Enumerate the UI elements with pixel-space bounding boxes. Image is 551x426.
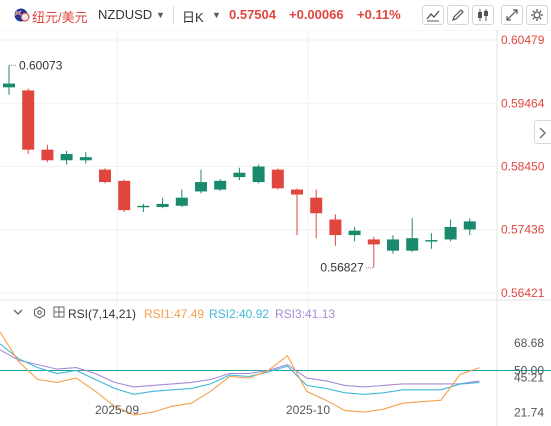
candle-down (367, 236, 380, 268)
side-panel-toggle[interactable] (534, 120, 551, 144)
candle-body (156, 203, 169, 208)
candle-body (406, 238, 419, 251)
candle-body (367, 239, 380, 245)
candle-body (329, 219, 342, 236)
candle-body (214, 180, 227, 190)
candle-down (22, 88, 35, 155)
candle-up (425, 233, 438, 249)
edit-button[interactable] (447, 5, 469, 25)
candle-body (444, 226, 457, 240)
indicator-settings-icon[interactable] (33, 306, 46, 322)
price-tick-label: 0.60479 (501, 33, 545, 47)
candle-body (252, 166, 265, 183)
nz-flag-icon (14, 8, 30, 22)
chart-header: 纽元/美元 NZDUSD ▼ 日K ▼ 0.57504 +0.00066 +0.… (0, 0, 551, 30)
rsi-tick-label: 50.00 (514, 364, 544, 378)
rsi-tick-label: 68.68 (514, 336, 544, 350)
symbol-selector[interactable]: NZDUSD (98, 7, 153, 22)
settings-icon (531, 9, 543, 21)
candle-type-icon (478, 9, 488, 21)
price-change-percent: +0.11% (357, 7, 401, 22)
candle-down (99, 168, 111, 184)
candle-up (175, 189, 188, 208)
edit-icon (452, 9, 464, 21)
candle-body (233, 172, 246, 178)
chevron-down-icon[interactable]: ▼ (156, 10, 165, 20)
candle-body (291, 189, 303, 195)
candle-up (195, 169, 207, 194)
candle-up (3, 65, 15, 95)
x-tick-label: 2025-10 (286, 403, 330, 417)
chevron-down-icon[interactable]: ▼ (212, 10, 221, 20)
indicator-name[interactable]: RSI(7,14,21) (68, 307, 137, 321)
rsi-tick-label: 21.74 (514, 406, 544, 420)
price-tick-label: 0.57436 (501, 223, 545, 237)
candle-body (60, 154, 73, 161)
candle-type-button[interactable] (472, 5, 494, 25)
candle-down (271, 168, 284, 190)
price-tick-label: 0.59464 (501, 96, 545, 110)
candle-up (233, 167, 246, 181)
price-tick-label: 0.56421 (501, 286, 545, 300)
last-price: 0.57504 (229, 7, 276, 22)
indicator-legend: RSI(7,14,21) RSI1:47.49 RSI2:40.92 RSI3:… (0, 305, 400, 323)
candle-up (214, 178, 227, 191)
candle-down (118, 179, 131, 213)
interval-selector[interactable]: 日K (182, 10, 204, 25)
rsi2-value: RSI2:40.92 (209, 307, 270, 321)
candle-body (22, 90, 35, 150)
drawing-tool-button[interactable] (422, 5, 444, 25)
collapse-icon[interactable] (12, 306, 24, 321)
divider (173, 6, 174, 24)
candle-body (41, 149, 54, 161)
candle-body (175, 197, 188, 206)
rsi-tick-label: 45.21 (514, 371, 544, 385)
candle-body (79, 157, 92, 161)
price-chart[interactable]: 0.60073 0.56827 0.60479 0.59464 0.58450 0.57… (0, 30, 551, 426)
candle-body (3, 83, 15, 88)
rsi1-line (0, 331, 480, 416)
candle-down (291, 188, 303, 236)
candle-up (79, 152, 92, 164)
chevron-right-icon (539, 127, 547, 139)
candle-body (271, 169, 284, 189)
candle-down (329, 214, 342, 246)
price-change: +0.00066 (289, 7, 344, 22)
candle-down (41, 144, 54, 163)
fullscreen-icon (506, 9, 518, 21)
candle-body (348, 230, 361, 236)
candle-body (310, 197, 323, 214)
candle-body (387, 239, 399, 251)
rsi3-line (0, 349, 480, 388)
candle-body (463, 221, 476, 230)
rsi2-line (0, 343, 480, 395)
fullscreen-button[interactable] (501, 5, 523, 25)
high-annotation: 0.60073 (19, 58, 63, 72)
candle-up (137, 203, 150, 213)
candle-up (156, 197, 169, 209)
pair-name[interactable]: 纽元/美元 (32, 10, 88, 25)
low-annotation: 0.56827 (320, 261, 364, 275)
candle-down (310, 189, 323, 239)
rsi1-value: RSI1:47.49 (144, 307, 205, 321)
candle-body (137, 205, 150, 208)
candle-body (195, 182, 207, 192)
x-tick-label: 2025-09 (95, 403, 139, 417)
candle-up (387, 235, 399, 254)
candle-body (118, 180, 131, 211)
candle-up (348, 226, 361, 242)
drawing-tool-icon (426, 10, 440, 22)
candle-up (60, 150, 73, 165)
price-tick-label: 0.58450 (501, 160, 545, 174)
candle-body (425, 240, 438, 242)
candle-up (252, 164, 265, 184)
rsi3-value: RSI3:41.13 (275, 307, 336, 321)
indicator-grid-icon[interactable] (53, 306, 65, 321)
candle-up (463, 218, 476, 236)
candle-up (444, 219, 457, 242)
settings-button[interactable] (526, 5, 548, 25)
candle-up (406, 218, 419, 252)
candle-body (99, 169, 111, 183)
